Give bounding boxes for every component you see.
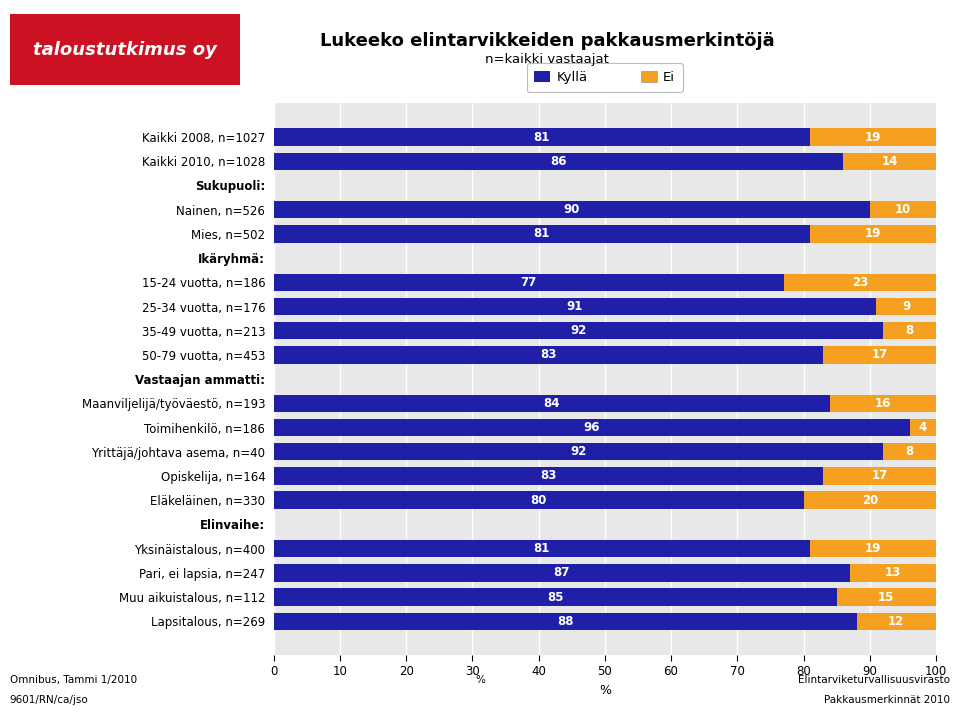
Text: 86: 86: [550, 155, 566, 168]
Bar: [274, 564, 850, 582]
Bar: [883, 443, 936, 461]
Bar: [804, 491, 936, 509]
Text: Elintarviketurvallisuusvirasto: Elintarviketurvallisuusvirasto: [799, 675, 950, 685]
Text: 19: 19: [865, 227, 881, 241]
Bar: [876, 298, 936, 315]
Bar: [836, 588, 936, 606]
Text: 4: 4: [919, 421, 926, 434]
Text: 20: 20: [862, 493, 877, 507]
Bar: [274, 394, 830, 412]
Legend: Kyllä, Ei: Kyllä, Ei: [526, 63, 684, 92]
Text: 8: 8: [905, 324, 914, 337]
Text: 80: 80: [530, 493, 547, 507]
Text: 92: 92: [570, 445, 587, 459]
Text: 84: 84: [543, 397, 560, 410]
Bar: [783, 273, 936, 291]
Bar: [274, 346, 824, 364]
Bar: [274, 540, 810, 557]
Text: 19: 19: [865, 542, 881, 555]
Bar: [274, 298, 876, 315]
Bar: [274, 588, 836, 606]
Bar: [830, 394, 936, 412]
Text: 8: 8: [905, 445, 914, 459]
Text: 81: 81: [534, 542, 550, 555]
Text: Lukeeko elintarvikkeiden pakkausmerkintöjä: Lukeeko elintarvikkeiden pakkausmerkintö…: [320, 32, 775, 50]
Text: 81: 81: [534, 227, 550, 241]
Text: n=kaikki vastaajat: n=kaikki vastaajat: [485, 53, 610, 66]
Text: taloustutkimus oy: taloustutkimus oy: [33, 41, 217, 59]
Text: 15: 15: [878, 590, 895, 604]
Text: 83: 83: [540, 469, 557, 483]
Text: 85: 85: [547, 590, 564, 604]
Bar: [274, 491, 804, 509]
Text: 13: 13: [885, 566, 901, 580]
Bar: [850, 564, 936, 582]
Text: Omnibus, Tammi 1/2010: Omnibus, Tammi 1/2010: [10, 675, 136, 685]
Text: 16: 16: [875, 397, 891, 410]
Text: 9: 9: [902, 300, 910, 313]
Text: %: %: [475, 675, 485, 685]
Text: 88: 88: [557, 614, 573, 628]
Bar: [856, 612, 936, 630]
Bar: [274, 273, 783, 291]
Bar: [810, 128, 936, 146]
Bar: [810, 225, 936, 243]
Text: 14: 14: [881, 155, 898, 168]
Text: 92: 92: [570, 324, 587, 337]
Bar: [824, 346, 936, 364]
Bar: [274, 152, 843, 170]
Bar: [824, 467, 936, 485]
Text: 83: 83: [540, 348, 557, 362]
Text: 81: 81: [534, 130, 550, 144]
Bar: [274, 201, 870, 219]
Bar: [274, 225, 810, 243]
Text: 23: 23: [852, 276, 868, 289]
Text: 91: 91: [566, 300, 583, 313]
Bar: [843, 152, 936, 170]
Text: 9601/RN/ca/jso: 9601/RN/ca/jso: [10, 695, 88, 705]
Bar: [274, 612, 856, 630]
Text: 10: 10: [895, 203, 911, 216]
Bar: [274, 128, 810, 146]
Bar: [274, 443, 883, 461]
Text: 90: 90: [564, 203, 580, 216]
Text: 12: 12: [888, 614, 904, 628]
Text: Pakkausmerkinnät 2010: Pakkausmerkinnät 2010: [825, 695, 950, 705]
Text: 19: 19: [865, 130, 881, 144]
Text: 17: 17: [872, 348, 888, 362]
Bar: [274, 467, 824, 485]
X-axis label: %: %: [599, 684, 611, 697]
Bar: [274, 419, 909, 436]
Bar: [909, 419, 936, 436]
Text: 87: 87: [554, 566, 570, 580]
Text: 17: 17: [872, 469, 888, 483]
Text: 77: 77: [520, 276, 537, 289]
Bar: [810, 540, 936, 557]
Bar: [870, 201, 936, 219]
Text: 96: 96: [584, 421, 600, 434]
Bar: [883, 322, 936, 340]
Bar: [274, 322, 883, 340]
